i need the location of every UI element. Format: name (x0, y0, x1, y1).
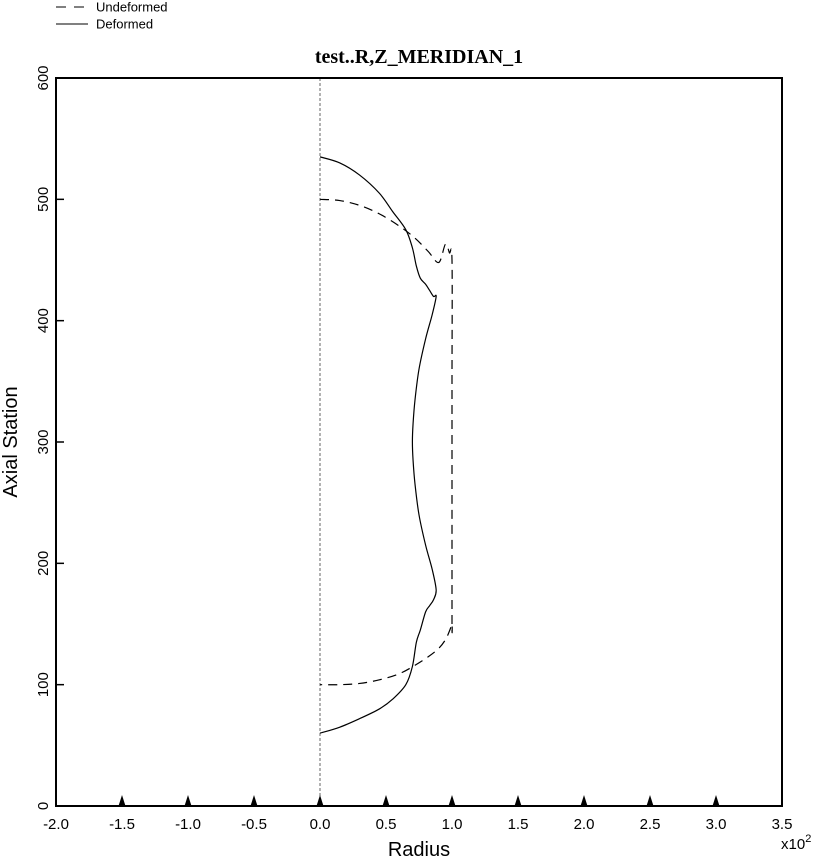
x-tick-label: -0.5 (241, 816, 267, 833)
x-tick-label: 2.5 (640, 816, 661, 833)
x-tick-label: -1.0 (175, 816, 201, 833)
x-axis-title: Radius (388, 839, 450, 861)
x-axis-ticks: -2.0 -1.5 -1.0 -0.5 0.0 0.5 1.0 1.5 2.0 2.5 3.0 3.5 (43, 816, 792, 833)
x-tick-label: 3.5 (772, 816, 793, 833)
x-axis-marker (580, 795, 588, 806)
y-tick-label: 200 (35, 551, 52, 576)
y-tick-label: 500 (35, 187, 52, 212)
series-line-undeformed (319, 198, 453, 686)
x-tick-label: -1.5 (109, 816, 135, 833)
series-line-deformed (319, 156, 437, 734)
x-tick-label: 2.0 (574, 816, 595, 833)
x-tick-label: 1.0 (442, 816, 463, 833)
x-axis-marker (118, 795, 126, 806)
legend-label-deformed: Deformed (96, 17, 153, 32)
y-tick-label: 600 (35, 65, 52, 90)
x-axis-multiplier: x102 (781, 833, 811, 853)
x-axis-markers (118, 795, 720, 806)
x-axis-marker (382, 795, 390, 806)
y-tick-label: 0 (35, 802, 52, 810)
legend: Undeformed Deformed (56, 0, 168, 32)
y-axis-title: Axial Station (0, 386, 22, 497)
x-axis-marker (712, 795, 720, 806)
chart-title: test..R,Z_MERIDIAN_1 (315, 46, 523, 68)
y-axis-ticks: 0 100 200 300 400 500 600 (35, 65, 64, 810)
x-axis-multiplier-base: x10 (781, 836, 805, 853)
x-axis-multiplier-exponent: 2 (805, 833, 811, 845)
y-tick-label: 300 (35, 429, 52, 454)
legend-label-undeformed: Undeformed (96, 0, 168, 15)
x-tick-label: 3.0 (706, 816, 727, 833)
x-tick-label: 1.5 (508, 816, 529, 833)
y-tick-label: 400 (35, 308, 52, 333)
x-tick-label: -2.0 (43, 816, 69, 833)
x-axis-marker (646, 795, 654, 806)
y-tick-label: 100 (35, 672, 52, 697)
x-axis-marker (514, 795, 522, 806)
x-axis-marker (184, 795, 192, 806)
plot-frame (55, 77, 783, 807)
x-axis-marker (250, 795, 258, 806)
x-tick-label: 0.5 (376, 816, 397, 833)
x-axis-marker (448, 795, 456, 806)
series-lines (319, 78, 453, 806)
x-tick-label: 0.0 (310, 816, 331, 833)
